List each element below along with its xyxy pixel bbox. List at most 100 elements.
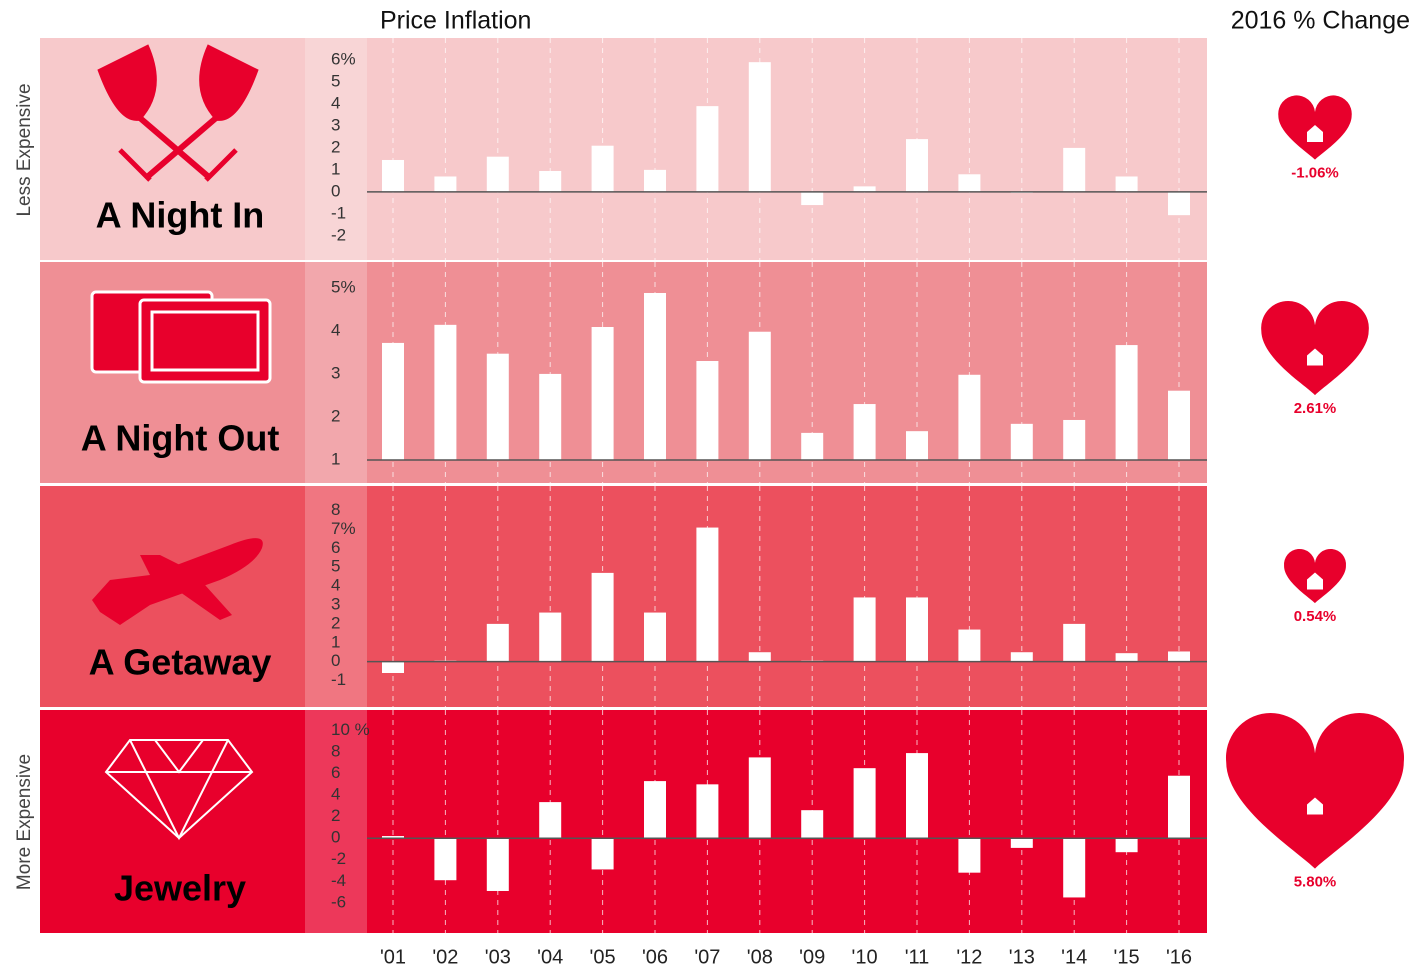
x-tick-label: '03 bbox=[485, 946, 511, 968]
x-tick-label: '07 bbox=[694, 946, 720, 968]
bar bbox=[1063, 838, 1085, 897]
panel-title: A Night In bbox=[96, 195, 265, 236]
bar bbox=[1116, 653, 1138, 662]
y-tick-label: 5% bbox=[331, 277, 356, 296]
bar bbox=[801, 433, 823, 460]
x-tick-label: '01 bbox=[380, 946, 406, 968]
bar bbox=[696, 361, 718, 460]
y-tick-label: 5 bbox=[331, 557, 340, 576]
bar bbox=[644, 293, 666, 460]
y-tick-label: -6 bbox=[331, 892, 346, 911]
bar bbox=[958, 174, 980, 192]
bar bbox=[434, 176, 456, 191]
change-label: -1.06% bbox=[1291, 165, 1339, 182]
bar bbox=[644, 170, 666, 192]
panel-title: Jewelry bbox=[114, 868, 246, 909]
bar bbox=[906, 139, 928, 192]
bar bbox=[487, 838, 509, 891]
panel-title: A Getaway bbox=[89, 642, 272, 683]
bar bbox=[1011, 838, 1033, 848]
bar bbox=[487, 354, 509, 460]
change-label: 5.80% bbox=[1294, 874, 1337, 891]
x-tick-label: '15 bbox=[1114, 946, 1140, 968]
bar bbox=[958, 838, 980, 872]
y-tick-label: 2 bbox=[331, 806, 340, 825]
y-tick-label: 7% bbox=[331, 519, 356, 538]
y-tick-label: 2 bbox=[331, 613, 340, 632]
bar bbox=[801, 192, 823, 205]
y-tick-label: 5 bbox=[331, 71, 340, 90]
x-tick-label: '09 bbox=[799, 946, 825, 968]
x-tick-label: '02 bbox=[432, 946, 458, 968]
x-tick-label: '14 bbox=[1061, 946, 1087, 968]
bar bbox=[487, 624, 509, 662]
bar bbox=[696, 528, 718, 662]
y-tick-label: 4 bbox=[331, 576, 340, 595]
bar bbox=[1116, 838, 1138, 852]
y-tick-label: 2 bbox=[331, 406, 340, 425]
y-tick-label: 1 bbox=[331, 632, 340, 651]
bar bbox=[644, 781, 666, 838]
y-tick-label: 1 bbox=[331, 449, 340, 468]
bar bbox=[1168, 192, 1190, 215]
bar bbox=[539, 374, 561, 460]
x-tick-label: '06 bbox=[642, 946, 668, 968]
y-tick-label: 6% bbox=[331, 49, 356, 68]
change-label: 0.54% bbox=[1294, 608, 1337, 625]
y-tick-label: 0 bbox=[331, 181, 340, 200]
y-tick-label: 4 bbox=[331, 93, 340, 112]
x-tick-label: '04 bbox=[537, 946, 563, 968]
bar bbox=[906, 753, 928, 838]
bar bbox=[749, 62, 771, 192]
y-tick-label: 6 bbox=[331, 538, 340, 557]
y-tick-label: 1 bbox=[331, 159, 340, 178]
bar bbox=[696, 784, 718, 838]
bar bbox=[434, 325, 456, 460]
y-tick-label: 4 bbox=[331, 320, 340, 339]
bar bbox=[906, 597, 928, 661]
bar bbox=[801, 810, 823, 838]
bar bbox=[854, 597, 876, 661]
bar bbox=[592, 573, 614, 662]
y-tick-label: 3 bbox=[331, 363, 340, 382]
bar bbox=[696, 106, 718, 192]
x-tick-label: '05 bbox=[590, 946, 616, 968]
y-tick-label: 2 bbox=[331, 137, 340, 156]
y-tick-label: -2 bbox=[331, 225, 346, 244]
y-tick-label: 8 bbox=[331, 741, 340, 760]
bar bbox=[749, 652, 771, 661]
bar bbox=[1063, 420, 1085, 460]
bar bbox=[592, 327, 614, 460]
y-tick-label: -4 bbox=[331, 871, 346, 890]
bar bbox=[1116, 345, 1138, 460]
x-tick-label: '08 bbox=[747, 946, 773, 968]
bar bbox=[1168, 651, 1190, 661]
y-tick-label: 3 bbox=[331, 594, 340, 613]
y-tick-label: 3 bbox=[331, 115, 340, 134]
bar bbox=[854, 404, 876, 460]
bar bbox=[434, 838, 456, 880]
y-tick-label: -2 bbox=[331, 849, 346, 868]
bar bbox=[382, 662, 404, 673]
bar bbox=[1063, 148, 1085, 192]
x-tick-label: '13 bbox=[1009, 946, 1035, 968]
bar bbox=[749, 757, 771, 838]
bar bbox=[644, 613, 666, 662]
x-tick-label: '12 bbox=[956, 946, 982, 968]
side-label: More Expensive bbox=[14, 754, 35, 890]
heart bbox=[1226, 713, 1404, 869]
bar bbox=[749, 332, 771, 460]
y-tick-label: 8 bbox=[331, 500, 340, 519]
side-label: Less Expensive bbox=[14, 83, 35, 216]
bar bbox=[854, 768, 876, 838]
y-tick-label: 0 bbox=[331, 828, 340, 847]
x-tick-label: '10 bbox=[852, 946, 878, 968]
y-tick-label: 4 bbox=[331, 785, 340, 804]
y-tick-label: 0 bbox=[331, 651, 340, 670]
chart-title: Price Inflation bbox=[380, 7, 531, 35]
y-tick-label: -1 bbox=[331, 203, 346, 222]
bar bbox=[1168, 776, 1190, 838]
x-tick-label: '11 bbox=[905, 946, 930, 968]
infographic: Price Inflation 2016 % Change 6%543210-1… bbox=[0, 0, 1428, 970]
change-label: 2.61% bbox=[1294, 400, 1337, 417]
